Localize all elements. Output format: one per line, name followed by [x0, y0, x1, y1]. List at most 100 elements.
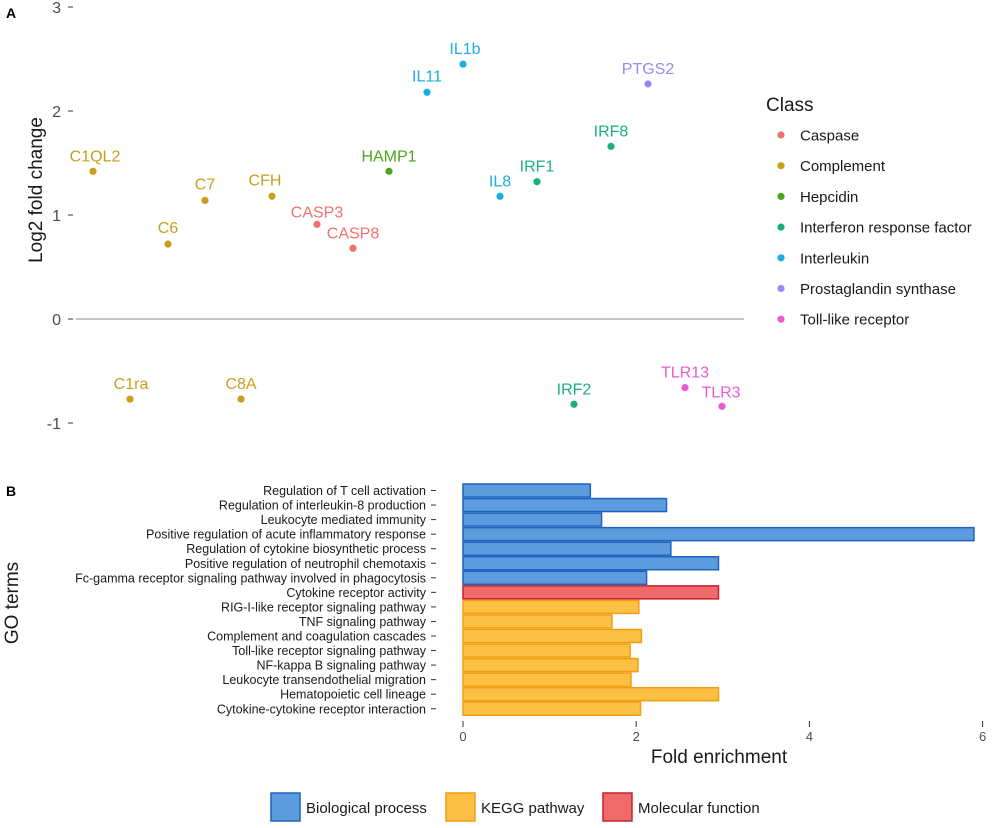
legend-item-label: Interleukin [800, 250, 869, 267]
bar [462, 628, 643, 644]
data-point [201, 196, 209, 205]
y-tick-label: 1 [52, 208, 61, 225]
legend-marker [777, 162, 785, 170]
bar [462, 570, 648, 586]
x-tick-label: 4 [806, 729, 813, 744]
data-point [313, 220, 321, 228]
point-label: TLR3 [701, 384, 740, 401]
y-tick-label: -1 [47, 416, 61, 433]
legend-item-label: Prostaglandin synthase [800, 281, 956, 298]
point-label: CFH [249, 172, 282, 189]
bar [462, 512, 603, 527]
bar [462, 701, 642, 716]
point-label: IL11 [412, 68, 442, 85]
data-point [459, 60, 467, 68]
go-term-label: Complement and coagulation cascades [207, 630, 426, 644]
x-tick-label: 6 [979, 729, 986, 744]
bar [462, 526, 975, 542]
go-term-label: Leukocyte mediated immunity [261, 513, 427, 527]
point-label: IRF1 [520, 159, 555, 176]
point-label: C1ra [114, 376, 149, 393]
point-label: CASP3 [291, 204, 344, 221]
go-term-label: Regulation of cytokine biosynthetic proc… [186, 542, 426, 556]
bar [462, 686, 720, 702]
point-label: C7 [195, 176, 216, 193]
legend-item-label: KEGG pathway [481, 800, 585, 817]
point-label: IRF8 [594, 123, 629, 140]
legend-item-label: Toll-like receptor [800, 312, 909, 329]
y-axis-title: Log2 fold change [26, 117, 47, 263]
y-tick-label: 0 [52, 312, 61, 329]
data-point [89, 167, 97, 175]
point-label: CASP8 [327, 225, 380, 242]
go-term-label: Positive regulation of acute inflammator… [146, 528, 426, 542]
bar [462, 497, 668, 513]
data-point [607, 142, 615, 150]
point-label: HAMP1 [361, 148, 416, 165]
data-point [533, 178, 541, 186]
data-point [126, 395, 134, 403]
point-label: C8A [225, 376, 256, 393]
legend-marker [777, 223, 785, 231]
legend-marker [777, 131, 785, 139]
legend-marker [777, 192, 785, 200]
x-tick-label: 2 [633, 729, 640, 744]
data-point [496, 192, 504, 200]
go-term-label: Cytokine-cytokine receptor interaction [217, 702, 426, 716]
legend-swatch [602, 792, 633, 822]
legend-swatch [270, 792, 301, 822]
legend-item-label: Hepcidin [800, 189, 858, 206]
y-tick-label: 2 [52, 104, 61, 121]
point-label: C1QL2 [70, 148, 121, 165]
bar [462, 585, 720, 600]
point-label: IL1b [449, 41, 480, 58]
go-enrichment-bar-panel: Regulation of T cell activationRegulatio… [2, 483, 986, 822]
data-point [681, 384, 689, 392]
legend-item-label: Biological process [306, 800, 427, 817]
go-term-label: Toll-like receptor signaling pathway [232, 644, 427, 658]
legend-swatch [445, 792, 476, 822]
bar [462, 614, 613, 629]
bar [462, 483, 592, 498]
point-label: IL8 [489, 173, 511, 190]
point-label: TLR13 [661, 365, 709, 382]
bar [462, 657, 639, 673]
point-label: C6 [158, 220, 179, 237]
legend-item-label: Complement [800, 158, 886, 175]
data-point [237, 395, 245, 403]
data-point [349, 244, 357, 252]
legend-marker [777, 315, 785, 323]
point-label: PTGS2 [622, 61, 675, 78]
go-term-label: Regulation of interleukin-8 production [219, 499, 426, 513]
y-tick-label: 3 [52, 0, 61, 17]
data-point [164, 240, 172, 248]
go-term-label: Cytokine receptor activity [286, 586, 426, 600]
go-term-label: Leukocyte transendothelial migration [222, 673, 426, 687]
bar [462, 643, 631, 658]
bar [462, 541, 672, 556]
x-axis-title: Fold enrichment [651, 747, 788, 768]
scatter-panel: -1 0 1 2 3 Log2 fold change C1QL2 C6 C7 CFH C1ra C8… [26, 0, 972, 433]
go-term-label: TNF signaling pathway [299, 615, 427, 629]
data-point [718, 402, 726, 410]
bar [462, 556, 720, 571]
data-point [268, 192, 276, 200]
go-term-label: Regulation of T cell activation [263, 484, 426, 498]
data-point [423, 88, 431, 96]
legend-title: Class [766, 95, 814, 116]
legend-item-label: Caspase [800, 128, 859, 145]
data-point [385, 167, 393, 175]
panel-a-label: A [6, 5, 16, 21]
legend-item-label: Interferon response factor [800, 220, 972, 237]
go-term-label: Positive regulation of neutrophil chemot… [185, 557, 426, 571]
legend-marker [777, 254, 785, 262]
panel-b-label: B [6, 483, 16, 499]
point-label: IRF2 [557, 381, 592, 398]
data-point [570, 400, 578, 408]
bar [462, 599, 640, 615]
go-term-label: Fc-gamma receptor signaling pathway invo… [75, 571, 426, 585]
go-term-label: NF-kappa B signaling pathway [256, 659, 426, 673]
go-term-label: Hematopoietic cell lineage [280, 688, 426, 702]
data-point [644, 80, 652, 88]
